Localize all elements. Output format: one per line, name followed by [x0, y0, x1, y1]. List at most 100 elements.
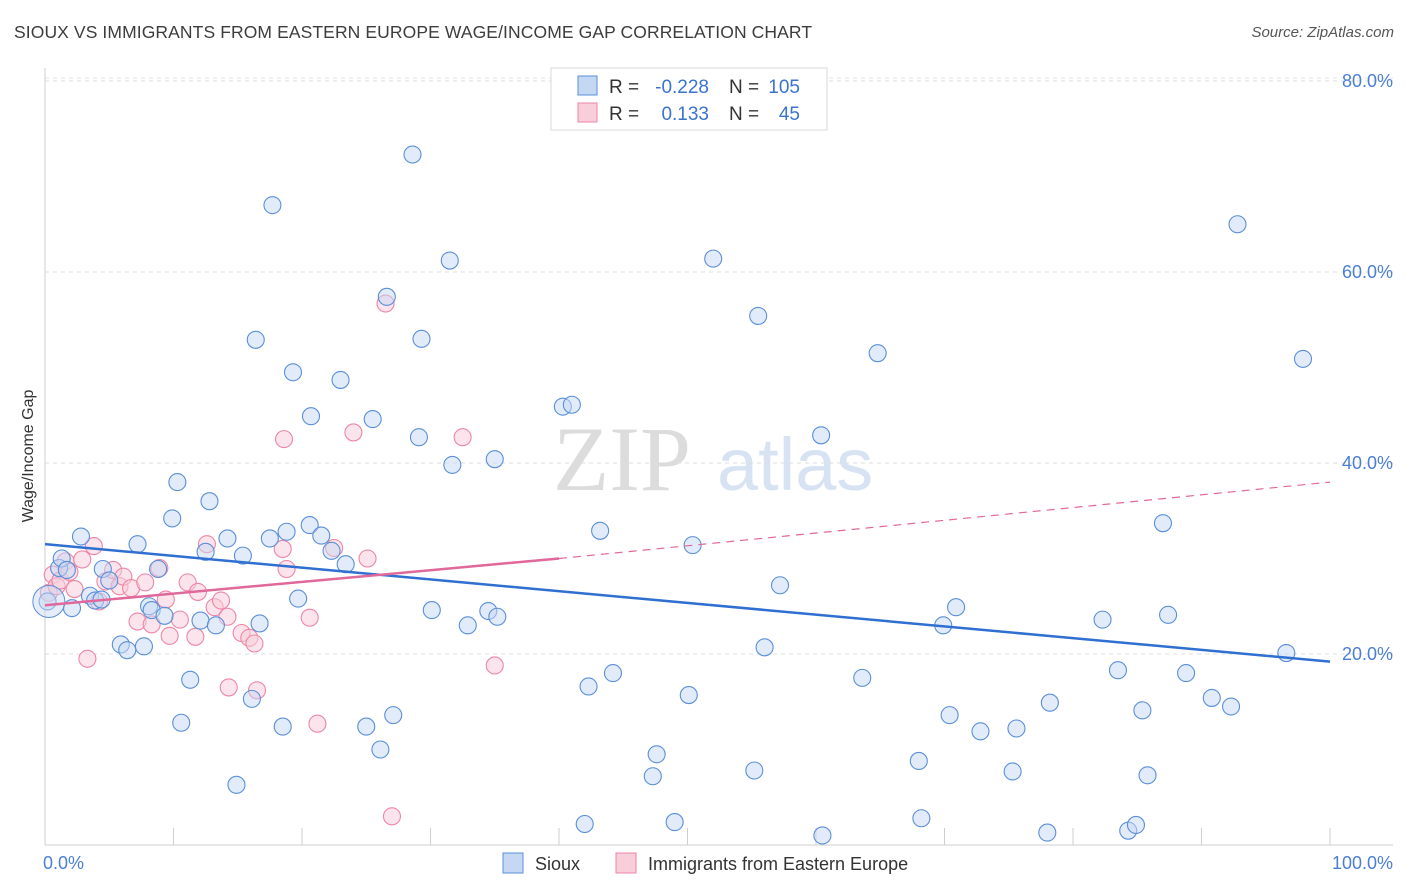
y-tick-label-60: 60.0%	[1342, 262, 1393, 282]
legend-r-label-1: R =	[609, 77, 639, 98]
sioux-point-61	[562, 395, 581, 414]
eastern-europe-points	[39, 294, 504, 826]
sioux-point-69	[679, 686, 698, 705]
legend-n-label-2: N =	[729, 104, 759, 125]
sioux-point-59	[488, 607, 507, 626]
sioux-point-65	[603, 664, 623, 683]
sioux-point-100	[1222, 697, 1241, 716]
sioux-point-30	[242, 689, 261, 708]
sioux-point-78	[853, 668, 872, 687]
sioux-point-55	[443, 455, 462, 474]
sioux-point-43	[331, 370, 350, 389]
legend-swatch-sioux	[577, 75, 598, 96]
sioux-point-87	[1003, 762, 1022, 781]
sioux-point-68	[665, 813, 684, 832]
sioux-point-56	[458, 616, 477, 635]
sioux-point-76	[813, 826, 832, 845]
axes	[44, 68, 1393, 846]
y-tick-label-80: 80.0%	[1342, 71, 1393, 91]
sioux-point-32	[250, 614, 269, 633]
sioux-point-48	[377, 287, 396, 306]
sioux-point-67	[647, 745, 666, 764]
sioux-point-73	[749, 306, 768, 325]
y-tick-label-20: 20.0%	[1342, 644, 1393, 664]
bottom-legend-label-eastern-europe: Immigrants from Eastern Europe	[648, 854, 908, 874]
eastern-europe-point-41	[344, 423, 363, 442]
legend-r-value-1: -0.228	[655, 77, 709, 98]
sioux-point-33	[260, 529, 279, 548]
eastern-europe-point-37	[277, 559, 296, 579]
sioux-point-16	[149, 559, 168, 579]
sioux-point-28	[227, 775, 246, 794]
eastern-europe-point-35	[274, 430, 294, 449]
sioux-point-36	[277, 522, 296, 541]
sioux-point-14	[134, 637, 153, 656]
sioux-point-84	[947, 598, 966, 617]
sioux-point-71	[704, 249, 723, 268]
chart-title: SIOUX VS IMMIGRANTS FROM EASTERN EUROPE …	[14, 22, 813, 42]
sioux-point-23	[191, 611, 210, 630]
sioux-point-93	[1126, 815, 1146, 834]
bottom-legend-swatch-eastern-europe	[615, 852, 637, 874]
sioux-point-94	[1133, 701, 1152, 720]
sioux-point-22	[181, 670, 200, 689]
x-tick-label-min: 0.0%	[43, 853, 84, 873]
eastern-europe-trend-line	[44, 557, 560, 607]
grid-lines	[45, 77, 1393, 655]
eastern-europe-point-46	[485, 656, 504, 675]
sioux-point-35	[273, 717, 292, 736]
sioux-point-90	[1093, 610, 1112, 629]
eastern-europe-point-21	[160, 626, 179, 645]
sioux-point-45	[357, 717, 376, 736]
sioux-point-49	[384, 706, 403, 725]
legend-r-value-2: 0.133	[661, 104, 709, 125]
sioux-point-64	[591, 521, 610, 540]
sioux-point-95	[1138, 766, 1157, 785]
sioux-point-20	[168, 473, 187, 492]
sioux-point-54	[440, 251, 459, 270]
sioux-point-85	[971, 722, 990, 741]
sioux-point-42	[322, 541, 341, 560]
sioux-point-53	[422, 601, 441, 620]
sioux-point-99	[1202, 688, 1221, 707]
legend-n-value-1: 105	[768, 77, 800, 98]
sioux-point-96	[1153, 514, 1172, 533]
sioux-point-13	[128, 535, 147, 554]
eastern-europe-point-44	[382, 807, 402, 826]
sioux-point-3	[57, 560, 76, 580]
sioux-point-25	[200, 492, 219, 511]
sioux-point-74	[755, 638, 774, 657]
sioux-point-66	[643, 767, 662, 786]
sioux-point-40	[300, 516, 319, 535]
sioux-point-21	[172, 713, 191, 732]
correlation-legend: R = -0.228 N = 105 R = 0.133 N = 45	[550, 67, 828, 131]
bottom-legend-label-sioux: Sioux	[535, 854, 580, 874]
sioux-point-80	[909, 751, 928, 771]
source-label: Source: ZipAtlas.com	[1251, 24, 1394, 41]
y-axis-label: Wage/Income Gap	[20, 390, 37, 523]
sioux-point-38	[289, 589, 308, 608]
sioux-point-18	[155, 606, 174, 625]
sioux-point-58	[485, 450, 504, 469]
sioux-point-37	[283, 363, 303, 382]
eastern-europe-point-24	[186, 627, 205, 646]
legend-swatch-eastern-europe	[577, 102, 598, 123]
sioux-point-27	[218, 529, 237, 548]
sioux-point-50	[403, 145, 422, 164]
eastern-europe-point-22	[170, 610, 189, 629]
sioux-point-29	[233, 546, 252, 565]
eastern-europe-point-38	[300, 608, 319, 627]
sioux-point-75	[770, 576, 790, 595]
watermark-atlas: atlas	[717, 423, 873, 506]
sioux-point-41	[312, 526, 331, 545]
sioux-point-79	[868, 344, 887, 363]
sioux-point-12	[118, 641, 137, 660]
eastern-europe-point-9	[84, 537, 103, 556]
bottom-legend-swatch-sioux	[502, 852, 524, 874]
sioux-point-86	[1007, 719, 1026, 738]
sioux-point-81	[912, 809, 931, 828]
sioux-point-70	[683, 536, 702, 555]
sioux-point-97	[1159, 605, 1178, 624]
sioux-point-52	[412, 329, 431, 348]
